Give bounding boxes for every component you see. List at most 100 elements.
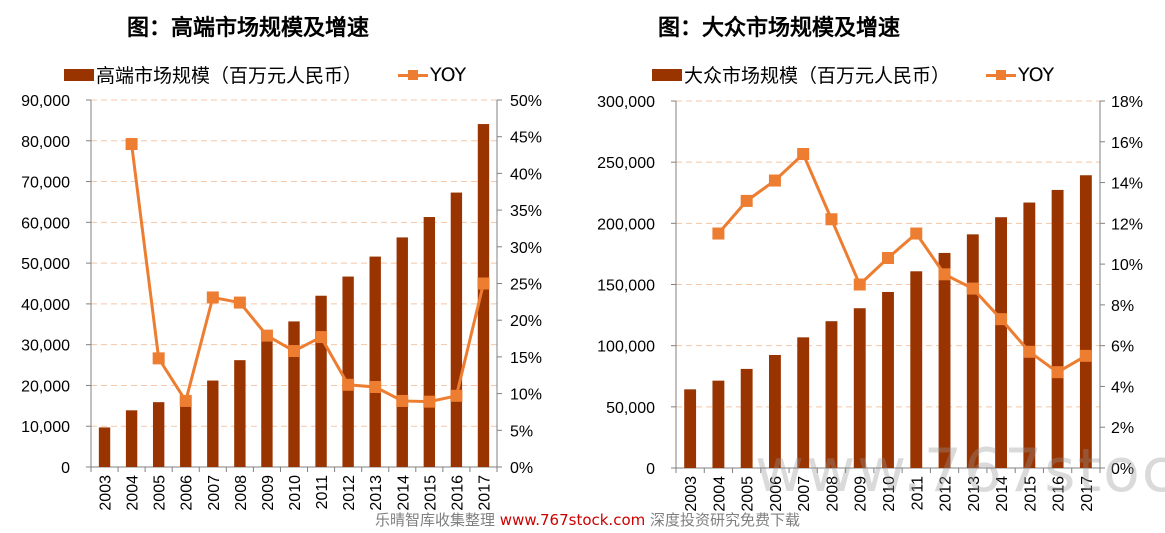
bar bbox=[234, 360, 246, 467]
bar bbox=[342, 276, 354, 467]
bar bbox=[1079, 175, 1092, 468]
x-axis-tick-label: 2010 bbox=[881, 476, 898, 512]
bar bbox=[261, 340, 273, 467]
right-axis-tick-label: 50% bbox=[510, 93, 542, 110]
yoy-marker bbox=[882, 251, 894, 264]
right-axis-tick-label: 20% bbox=[510, 313, 542, 330]
x-axis-tick-label: 2008 bbox=[824, 476, 841, 512]
bar-series bbox=[98, 124, 490, 467]
legend-bar-swatch bbox=[652, 68, 682, 81]
yoy-marker bbox=[179, 394, 192, 407]
yoy-marker bbox=[1023, 345, 1036, 358]
legend-line-label: YOY bbox=[1018, 63, 1055, 86]
watermark-url: www.767stock.com bbox=[499, 511, 646, 529]
x-axis-tick-label: 2012 bbox=[938, 476, 955, 512]
left-axis-tick-label: 0 bbox=[646, 461, 655, 478]
x-axis-tick-label: 2007 bbox=[206, 475, 223, 511]
right-axis-tick-label: 45% bbox=[510, 130, 542, 147]
x-axis-tick-label: 2015 bbox=[1022, 476, 1039, 512]
left-axis-tick-label: 70,000 bbox=[21, 175, 70, 192]
right-axis-tick-label: 25% bbox=[510, 277, 542, 294]
left-axis-tick-label: 80,000 bbox=[21, 134, 70, 151]
x-axis-tick-label: 2003 bbox=[683, 476, 700, 512]
yoy-marker bbox=[233, 296, 246, 309]
yoy-marker bbox=[712, 227, 725, 240]
x-axis-tick-label: 2012 bbox=[341, 475, 358, 511]
x-axis-tick-label: 2009 bbox=[260, 475, 277, 511]
x-axis-tick-label: 2011 bbox=[314, 475, 331, 510]
left-axis-tick-label: 100,000 bbox=[597, 339, 655, 356]
bar bbox=[288, 321, 300, 467]
right-chart-panel: 图：大众市场规模及增速 大众市场规模（百万元人民币） YOY 0 50,000 10… bbox=[580, 0, 1165, 533]
yoy-line-series bbox=[712, 148, 1092, 379]
watermark-large: www.767stock.com bbox=[755, 436, 1165, 506]
left-axis-tick-label: 50,000 bbox=[606, 400, 655, 417]
x-axis-tick-label: 2006 bbox=[179, 475, 196, 511]
legend-line-swatch bbox=[398, 69, 429, 81]
bar bbox=[1051, 189, 1064, 468]
left-axis-tick-label: 90,000 bbox=[21, 93, 70, 110]
bar bbox=[910, 271, 923, 468]
combo-chart: 0 50,000 100,000 150,000 200,000 250,000 300,0… bbox=[597, 94, 1143, 512]
right-axis-tick-label: 0% bbox=[1111, 461, 1134, 478]
yoy-marker bbox=[910, 227, 923, 240]
x-axis-tick-label: 2004 bbox=[125, 475, 142, 511]
left-axis-tick-label: 300,000 bbox=[597, 94, 655, 111]
right-axis-tick-label: 15% bbox=[510, 350, 542, 367]
bar bbox=[369, 256, 381, 467]
legend-bar-label: 大众市场规模（百万元人民币） bbox=[684, 65, 951, 87]
x-axis-tick-label: 2013 bbox=[368, 475, 385, 511]
x-axis-tick-label: 2007 bbox=[796, 476, 813, 512]
left-axis-tick-label: 200,000 bbox=[597, 216, 655, 233]
bar bbox=[477, 124, 490, 467]
yoy-marker bbox=[423, 395, 436, 408]
chart-legend: 大众市场规模（百万元人民币） YOY bbox=[652, 61, 1054, 88]
bar bbox=[768, 354, 781, 468]
x-axis-tick-label: 2017 bbox=[476, 475, 493, 511]
watermark-suffix: 深度投资研究免费下载 bbox=[650, 511, 801, 529]
yoy-marker bbox=[1079, 349, 1092, 362]
right-axis-tick-label: 35% bbox=[510, 203, 542, 220]
watermark-footer: 乐晴智库收集整理 www.767stock.com 深度投资研究免费下载 bbox=[375, 509, 800, 530]
bar bbox=[938, 252, 951, 468]
left-axis-tick-label: 150,000 bbox=[597, 278, 655, 295]
left-axis-tick-label: 0 bbox=[61, 460, 70, 477]
left-axis-tick-label: 30,000 bbox=[21, 338, 70, 355]
right-axis-tick-label: 12% bbox=[1111, 216, 1143, 233]
x-axis-tick-label: 2004 bbox=[711, 476, 728, 512]
yoy-marker bbox=[125, 138, 138, 151]
yoy-marker bbox=[342, 378, 355, 391]
x-axis-tick-label: 2005 bbox=[740, 476, 757, 512]
x-axis-tick-label: 2006 bbox=[768, 476, 785, 512]
chart-title: 图：高端市场规模及增速 bbox=[127, 16, 370, 41]
bar bbox=[207, 380, 219, 467]
bar bbox=[98, 427, 111, 467]
combo-chart: 0 10,000 20,000 30,000 40,000 50,000 60,000 70,… bbox=[21, 93, 542, 511]
bar bbox=[125, 410, 138, 467]
right-axis-tick-label: 30% bbox=[510, 240, 542, 257]
yoy-marker bbox=[797, 148, 810, 161]
bar bbox=[740, 368, 753, 468]
chart-title: 图：大众市场规模及增速 bbox=[658, 16, 901, 41]
x-axis-tick-label: 2008 bbox=[233, 475, 250, 511]
yoy-marker bbox=[768, 174, 781, 187]
x-axis-tick-label: 2010 bbox=[287, 475, 304, 511]
bar bbox=[180, 397, 192, 467]
yoy-marker bbox=[396, 394, 409, 407]
yoy-line-series bbox=[125, 138, 490, 408]
x-axis-tick-label: 2013 bbox=[966, 476, 983, 512]
right-axis-tick-label: 8% bbox=[1111, 298, 1134, 315]
bar bbox=[684, 389, 697, 468]
watermark-prefix: 乐晴智库收集整理 bbox=[375, 511, 496, 529]
yoy-marker bbox=[825, 213, 838, 226]
left-chart-panel: 图：高端市场规模及增速 高端市场规模（百万元人民币） YOY 0 10,000 20… bbox=[0, 0, 580, 533]
chart-legend: 高端市场规模（百万元人民币） YOY bbox=[64, 61, 466, 88]
bar bbox=[152, 402, 165, 467]
yoy-marker bbox=[1051, 366, 1064, 379]
bar bbox=[882, 291, 894, 468]
x-axis-tick-label: 2015 bbox=[422, 475, 439, 511]
right-axis-tick-label: 18% bbox=[1111, 94, 1143, 111]
bar bbox=[712, 380, 725, 468]
left-axis-tick-label: 10,000 bbox=[21, 419, 70, 436]
yoy-marker bbox=[966, 282, 979, 295]
